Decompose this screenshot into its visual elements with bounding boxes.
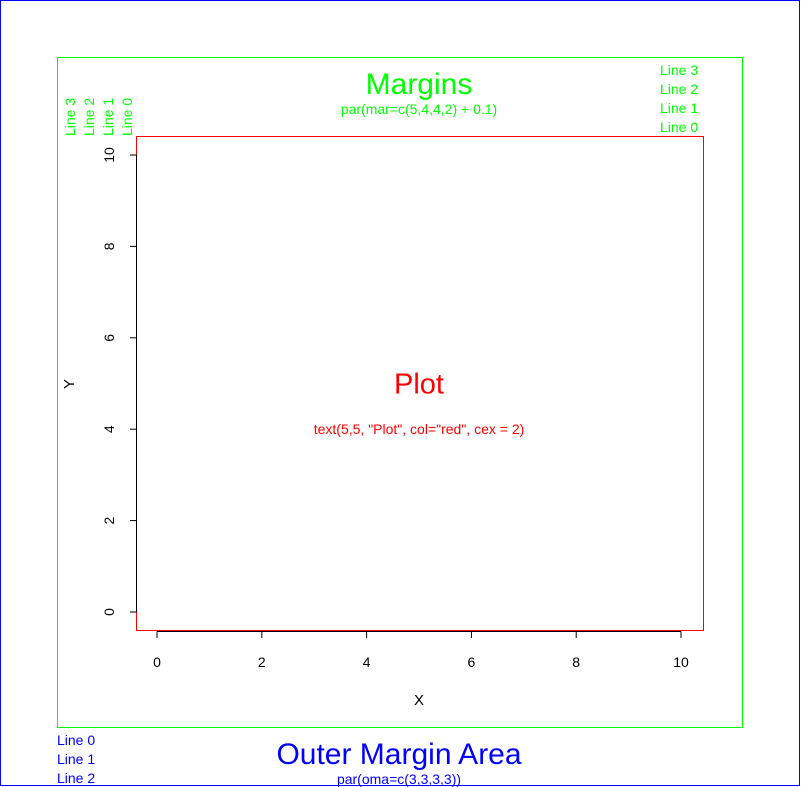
plot-annotations: Plot text(5,5, "Plot", col="red", cex = 2… bbox=[314, 369, 525, 438]
margins-title: Margins bbox=[366, 68, 473, 101]
x-tick-label: 4 bbox=[363, 654, 371, 670]
x-axis-ticks: 0 2 4 6 8 10 bbox=[153, 631, 689, 670]
top-margin-line-label: Line 0 bbox=[660, 119, 698, 135]
x-tick-label: 0 bbox=[153, 654, 161, 670]
left-margin-line-label: Line 0 bbox=[119, 98, 135, 136]
top-margin-lines: Line 3 Line 2 Line 1 Line 0 bbox=[660, 62, 698, 135]
y-axis-ticks: 0 2 4 6 8 10 bbox=[101, 147, 137, 616]
left-margin-line-label: Line 2 bbox=[81, 98, 97, 136]
x-axis-label: X bbox=[414, 692, 424, 709]
outer-margin-subtitle: par(oma=c(3,3,3,3)) bbox=[337, 771, 461, 787]
y-tick-label: 0 bbox=[101, 608, 117, 616]
top-margin-line-label: Line 2 bbox=[660, 81, 698, 97]
outer-margin-lines: Line 0 Line 1 Line 2 bbox=[57, 732, 95, 786]
outer-margin-title: Outer Margin Area bbox=[276, 738, 521, 771]
left-margin-line-label: Line 3 bbox=[62, 98, 78, 136]
y-axis-label: Y bbox=[61, 379, 78, 389]
x-tick-label: 10 bbox=[673, 654, 689, 670]
y-tick-label: 6 bbox=[101, 334, 117, 342]
y-tick-label: 2 bbox=[101, 516, 117, 524]
x-tick-label: 8 bbox=[572, 654, 580, 670]
left-margin-line-label: Line 1 bbox=[100, 98, 116, 136]
figure-region-border bbox=[57, 57, 743, 728]
top-margin-line-label: Line 3 bbox=[660, 62, 698, 78]
plot-annotation-large: Plot bbox=[394, 369, 444, 401]
x-tick-label: 2 bbox=[258, 654, 266, 670]
y-tick-label: 8 bbox=[101, 242, 117, 250]
outer-margin-line-label: Line 0 bbox=[57, 732, 95, 748]
margins-subtitle: par(mar=c(5,4,4,2) + 0.1) bbox=[341, 101, 497, 117]
top-margin-line-label: Line 1 bbox=[660, 100, 698, 116]
plot-annotation: text(5,5, "Plot", col="red", cex = 2) bbox=[314, 421, 525, 437]
y-tick-label: 10 bbox=[101, 147, 117, 163]
x-tick-label: 6 bbox=[468, 654, 476, 670]
y-tick-label: 4 bbox=[101, 425, 117, 433]
outer-margin-line-label: Line 1 bbox=[57, 751, 95, 767]
left-margin-lines: Line 3 Line 2 Line 1 Line 0 bbox=[62, 98, 135, 136]
outer-margin-line-label: Line 2 bbox=[57, 770, 95, 786]
